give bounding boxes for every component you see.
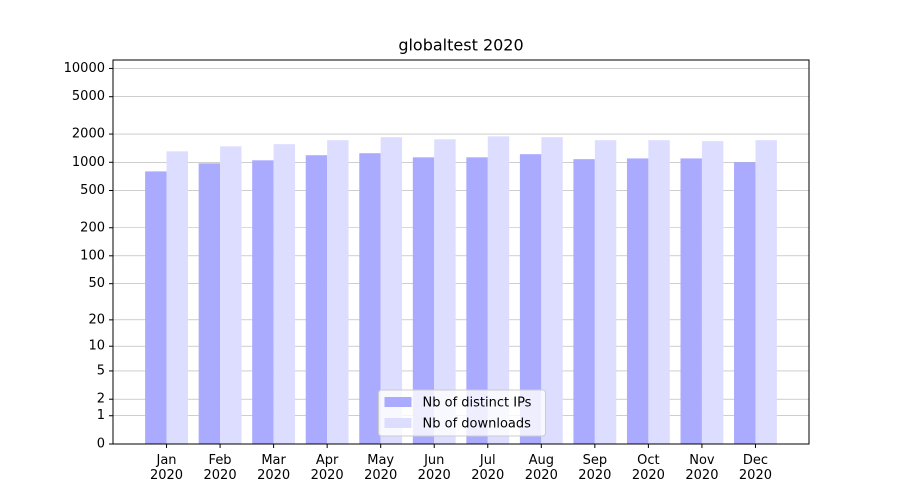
- bar: [198, 163, 221, 444]
- x-tick-label: May 2020: [364, 453, 398, 483]
- bar: [380, 137, 403, 444]
- bar: [594, 140, 617, 444]
- x-tick-label: Feb 2020: [203, 453, 237, 483]
- y-tick-label: 10: [88, 339, 105, 354]
- y-tick-label: 100: [80, 248, 105, 263]
- bar: [434, 139, 456, 445]
- y-tick-label: 1: [97, 408, 105, 423]
- chart-title: globaltest 2020: [398, 36, 523, 55]
- bar: [573, 159, 595, 444]
- y-tick-label: 1000: [72, 155, 105, 170]
- bar: [701, 141, 724, 444]
- legend-label: Nb of downloads: [423, 417, 532, 432]
- x-tick-label: Jan 2020: [149, 453, 184, 483]
- bar: [166, 151, 188, 444]
- bar: [734, 162, 756, 445]
- x-tick-label: Apr 2020: [310, 453, 344, 483]
- bar: [252, 160, 274, 444]
- bar: [273, 144, 296, 444]
- bar: [648, 140, 670, 444]
- y-tick-label: 5000: [72, 89, 105, 104]
- x-tick-label: Nov 2020: [685, 453, 719, 483]
- y-tick-label: 10000: [64, 61, 105, 76]
- legend-label: Nb of distinct IPs: [423, 396, 532, 411]
- bar: [220, 146, 242, 445]
- bar: [487, 136, 510, 444]
- bar: [541, 137, 563, 444]
- plot-frame: [112, 59, 810, 445]
- legend-swatch: [384, 418, 412, 428]
- x-tick-label: Aug 2020: [524, 453, 558, 483]
- x-tick-label: Mar 2020: [257, 453, 291, 483]
- y-tick-label: 0: [97, 437, 105, 452]
- y-tick-label: 200: [80, 220, 105, 235]
- bar: [305, 155, 328, 444]
- y-tick-label: 2: [97, 392, 105, 407]
- bar: [519, 154, 542, 445]
- bar: [626, 158, 649, 444]
- x-tick-label: Jul 2020: [471, 453, 505, 483]
- bar: [359, 153, 381, 445]
- bar: [466, 157, 488, 444]
- legend-swatch: [384, 397, 412, 407]
- y-tick-label: 2000: [72, 127, 105, 142]
- legend-box: [378, 389, 546, 437]
- x-tick-label: Jun 2020: [417, 453, 451, 483]
- y-tick-label: 50: [88, 276, 105, 291]
- bar: [680, 158, 702, 444]
- bar: [327, 140, 349, 444]
- x-tick-label: Dec 2020: [738, 453, 772, 483]
- bar: [412, 157, 435, 444]
- y-tick-label: 500: [80, 183, 105, 198]
- y-tick-label: 20: [88, 312, 105, 327]
- legend: Nb of distinct IPs Nb of downloads: [378, 389, 546, 437]
- bar: [755, 140, 777, 444]
- bar: [145, 171, 167, 444]
- x-tick-label: Sep 2020: [578, 453, 612, 483]
- y-tick-label: 5: [97, 363, 105, 378]
- x-tick-label: Oct 2020: [631, 453, 665, 483]
